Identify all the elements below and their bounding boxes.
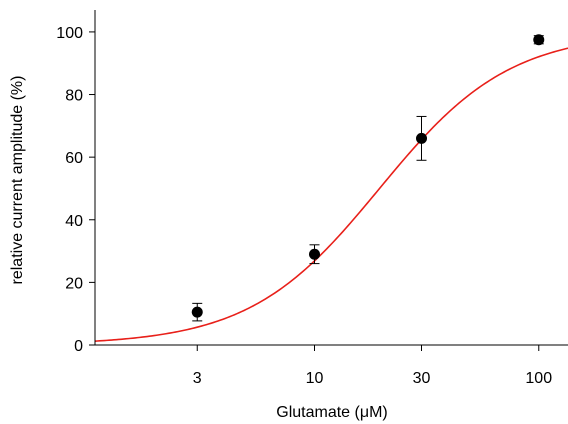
x-tick-label: 100: [525, 370, 552, 387]
y-tick-label: 40: [65, 213, 83, 230]
axes: [94, 10, 568, 346]
ticks: 0 20 40 60 80 100 3 10 30 100: [56, 25, 552, 387]
fit-curve: [94, 47, 568, 342]
x-tick-label: 30: [413, 370, 431, 387]
y-tick-label: 20: [65, 275, 83, 292]
x-tick-label: 3: [193, 370, 202, 387]
y-tick-label: 0: [74, 338, 83, 355]
y-tick-label: 80: [65, 88, 83, 105]
data-point: [309, 248, 321, 260]
x-axis-title: Glutamate (μM): [276, 404, 387, 421]
data-point: [533, 34, 545, 46]
x-tick-label: 10: [306, 370, 324, 387]
y-tick-label: 100: [56, 25, 83, 42]
data-point: [416, 132, 428, 144]
plot-area: [94, 34, 568, 342]
data-point: [191, 306, 203, 318]
y-axis-title: relative current amplitude (%): [9, 76, 26, 285]
y-tick-label: 60: [65, 150, 83, 167]
